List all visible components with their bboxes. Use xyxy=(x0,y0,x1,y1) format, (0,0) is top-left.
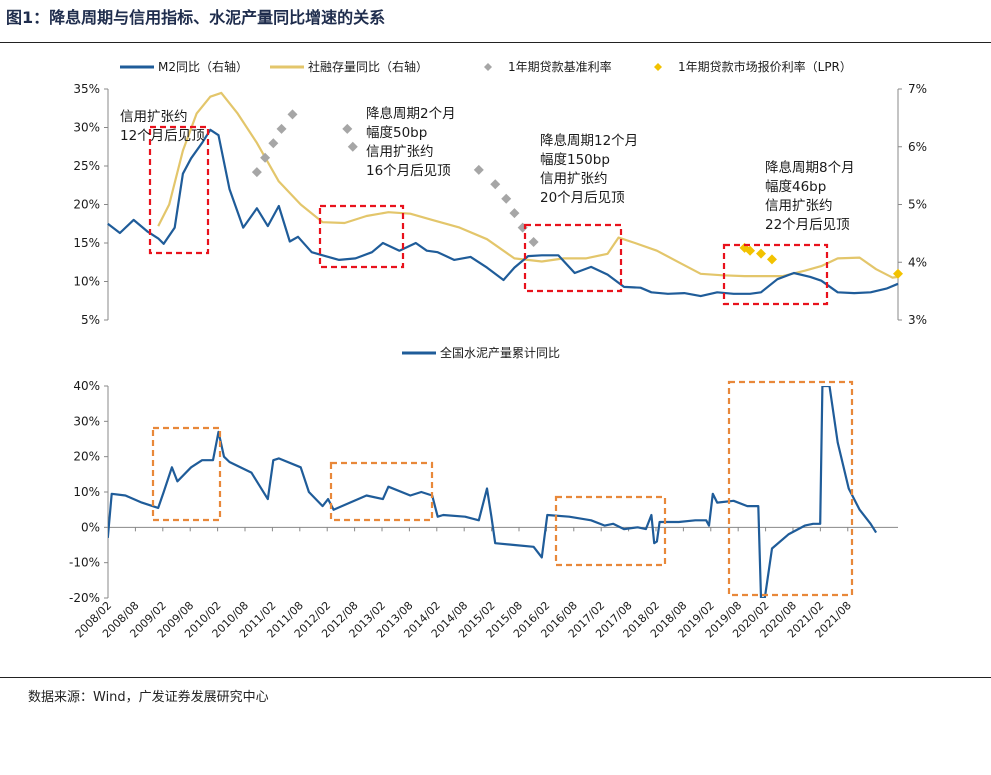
annotation-text: 降息周期8个月 xyxy=(765,159,855,176)
credit-cycle-box xyxy=(523,223,623,293)
benchmark-rate-point xyxy=(473,164,484,175)
benchmark-rate-point xyxy=(501,193,512,204)
bottom-left-tick-label: 20% xyxy=(73,450,100,464)
top-left-tick-label: 5% xyxy=(81,313,100,327)
top-right-tick-label: 5% xyxy=(908,198,927,212)
legend-label: 全国水泥产量累计同比 xyxy=(440,345,560,360)
top-left-tick-label: 15% xyxy=(73,236,100,250)
legend-label: 1年期贷款基准利率 xyxy=(508,59,612,74)
legend-swatch-diamond xyxy=(654,63,662,71)
lpr-point xyxy=(766,254,777,265)
benchmark-rate-point xyxy=(268,138,279,149)
top-left-tick-label: 10% xyxy=(73,275,100,289)
cement-cycle-box xyxy=(554,495,667,567)
top-left-tick-label: 25% xyxy=(73,159,100,173)
annotation-text: 20个月后见顶 xyxy=(540,190,625,206)
cement-cycle-box xyxy=(329,461,434,522)
benchmark-rate-point xyxy=(509,208,520,219)
credit-cycle-box xyxy=(318,204,405,269)
annotation-text: 信用扩张约 xyxy=(540,171,608,187)
legend-label: M2同比（右轴） xyxy=(158,59,248,74)
bottom-left-tick-label: -10% xyxy=(69,556,100,570)
annotation-text: 16个月后见顶 xyxy=(366,163,451,179)
cement-cycle-box xyxy=(727,380,854,597)
benchmark-rate-point xyxy=(342,123,353,134)
benchmark-rate-point xyxy=(287,109,298,120)
annotation-text: 信用扩张约 xyxy=(366,144,434,160)
top-right-tick-label: 7% xyxy=(908,82,927,96)
annotation-text: 幅度46bp xyxy=(765,179,826,195)
annotation-text: 信用扩张约 xyxy=(765,198,833,214)
top-left-tick-label: 30% xyxy=(73,121,100,135)
lpr-point xyxy=(756,248,767,259)
benchmark-rate-point xyxy=(528,237,539,248)
top-right-tick-label: 3% xyxy=(908,313,927,327)
annotation-text: 12个月后见顶 xyxy=(120,128,205,144)
credit-cycle-box xyxy=(722,243,829,306)
top-left-tick-label: 20% xyxy=(73,198,100,212)
bottom-left-tick-label: 10% xyxy=(73,485,100,499)
annotation-text: 降息周期2个月 xyxy=(366,105,456,122)
lpr-point xyxy=(893,268,903,279)
top-right-tick-label: 6% xyxy=(908,140,927,154)
benchmark-rate-point xyxy=(347,141,358,152)
title-rule xyxy=(0,42,991,43)
cement-cycle-box xyxy=(151,426,222,522)
benchmark-rate-point xyxy=(251,167,262,178)
annotation-text: 信用扩张约 xyxy=(120,109,188,125)
source-note: 数据来源：Wind，广发证券发展研究中心 xyxy=(28,690,269,705)
annotation-text: 幅度150bp xyxy=(540,152,610,168)
top-left-tick-label: 35% xyxy=(73,82,100,96)
legend-label: 社融存量同比（右轴） xyxy=(308,59,428,74)
bottom-left-tick-label: 40% xyxy=(73,379,100,393)
lpr-point xyxy=(745,245,756,256)
annotation-text: 22个月后见顶 xyxy=(765,217,850,233)
bottom-left-tick-label: 30% xyxy=(73,414,100,428)
social-financing-line xyxy=(157,91,899,279)
legend-label: 1年期贷款市场报价利率（LPR） xyxy=(678,59,852,74)
benchmark-rate-point xyxy=(260,152,271,163)
annotation-text: 幅度50bp xyxy=(366,125,427,141)
benchmark-rate-point xyxy=(276,123,287,134)
legend-swatch-diamond xyxy=(484,63,492,71)
credit-cycle-box xyxy=(148,125,210,255)
bottom-left-tick-label: 0% xyxy=(81,520,100,534)
bottom-rule xyxy=(0,677,991,678)
cement-line xyxy=(108,386,878,598)
top-right-tick-label: 4% xyxy=(908,255,927,269)
figure-title: 图1：降息周期与信用指标、水泥产量同比增速的关系 xyxy=(6,8,386,27)
annotation-text: 降息周期12个月 xyxy=(540,132,638,149)
bottom-left-tick-label: -20% xyxy=(69,591,100,605)
benchmark-rate-point xyxy=(490,179,501,190)
